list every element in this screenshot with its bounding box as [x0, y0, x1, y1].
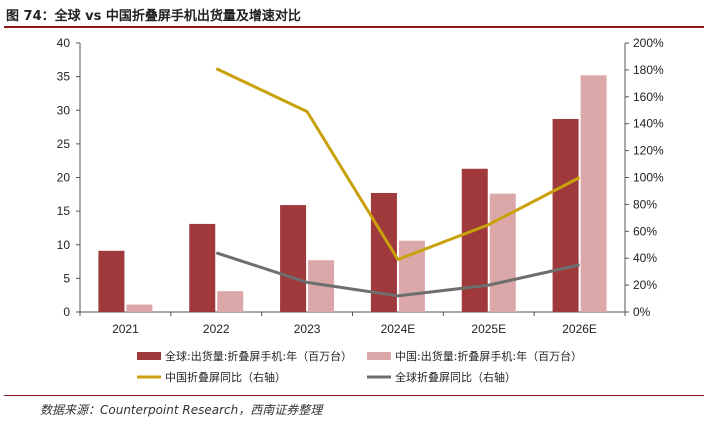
x-tick-label: 2023 [294, 322, 321, 336]
bar-global-shipments [189, 223, 216, 312]
bar-global-shipments [98, 250, 125, 312]
y-right-tick-label: 180% [633, 63, 664, 77]
bar-global-shipments [552, 118, 579, 313]
y-left-tick-label: 5 [63, 271, 70, 285]
y-left-tick-label: 25 [57, 137, 71, 151]
y-left-tick-label: 0 [63, 305, 70, 319]
x-tick-label: 2026E [562, 322, 597, 336]
y-right-tick-label: 40% [633, 251, 657, 265]
legend-global-yoy-label: 全球折叠屏同比（右轴） [395, 370, 516, 384]
line-china-yoy [215, 67, 581, 261]
legend-global-shipments-swatch [137, 352, 161, 360]
bar-china-shipments [126, 304, 153, 312]
legend-china-shipments-label: 中国:出货量:折叠屏手机:年（百万台） [395, 349, 582, 363]
line-global-yoy [215, 251, 580, 298]
bar-china-shipments [217, 291, 244, 312]
y-right-tick-label: 60% [633, 224, 657, 238]
bar-global-shipments [280, 205, 307, 312]
y-left-tick-label: 20 [57, 171, 71, 185]
source-note: 数据来源：Counterpoint Research，西南证券整理 [40, 403, 323, 417]
y-left-tick-label: 10 [57, 238, 71, 252]
bar-global-shipments [461, 168, 488, 312]
y-right-tick-label: 200% [633, 36, 664, 50]
y-right-tick-label: 100% [633, 171, 664, 185]
y-right-tick-label: 160% [633, 90, 664, 104]
y-right-tick-label: 140% [633, 117, 664, 131]
legend-china-shipments-swatch [367, 352, 391, 360]
x-tick-label: 2022 [203, 322, 230, 336]
source-rule [4, 395, 704, 396]
y-left-tick-label: 40 [57, 36, 71, 50]
bar-china-shipments [580, 75, 607, 312]
y-left-tick-label: 15 [57, 204, 71, 218]
legend-china-yoy-label: 中国折叠屏同比（右轴） [165, 370, 286, 384]
y-left-tick-label: 30 [57, 103, 71, 117]
y-left-tick-label: 35 [57, 70, 71, 84]
legend-global-shipments-label: 全球:出货量:折叠屏手机:年（百万台） [165, 349, 352, 363]
y-right-tick-label: 80% [633, 197, 657, 211]
y-right-tick-label: 20% [633, 278, 657, 292]
x-tick-label: 2021 [112, 322, 139, 336]
title-rule [4, 26, 704, 28]
x-tick-label: 2024E [381, 322, 416, 336]
y-right-tick-label: 0% [633, 305, 651, 319]
figure-title: 图 74：全球 vs 中国折叠屏手机出货量及增速对比 [6, 9, 301, 24]
x-tick-label: 2025E [471, 322, 506, 336]
y-right-tick-label: 120% [633, 144, 664, 158]
